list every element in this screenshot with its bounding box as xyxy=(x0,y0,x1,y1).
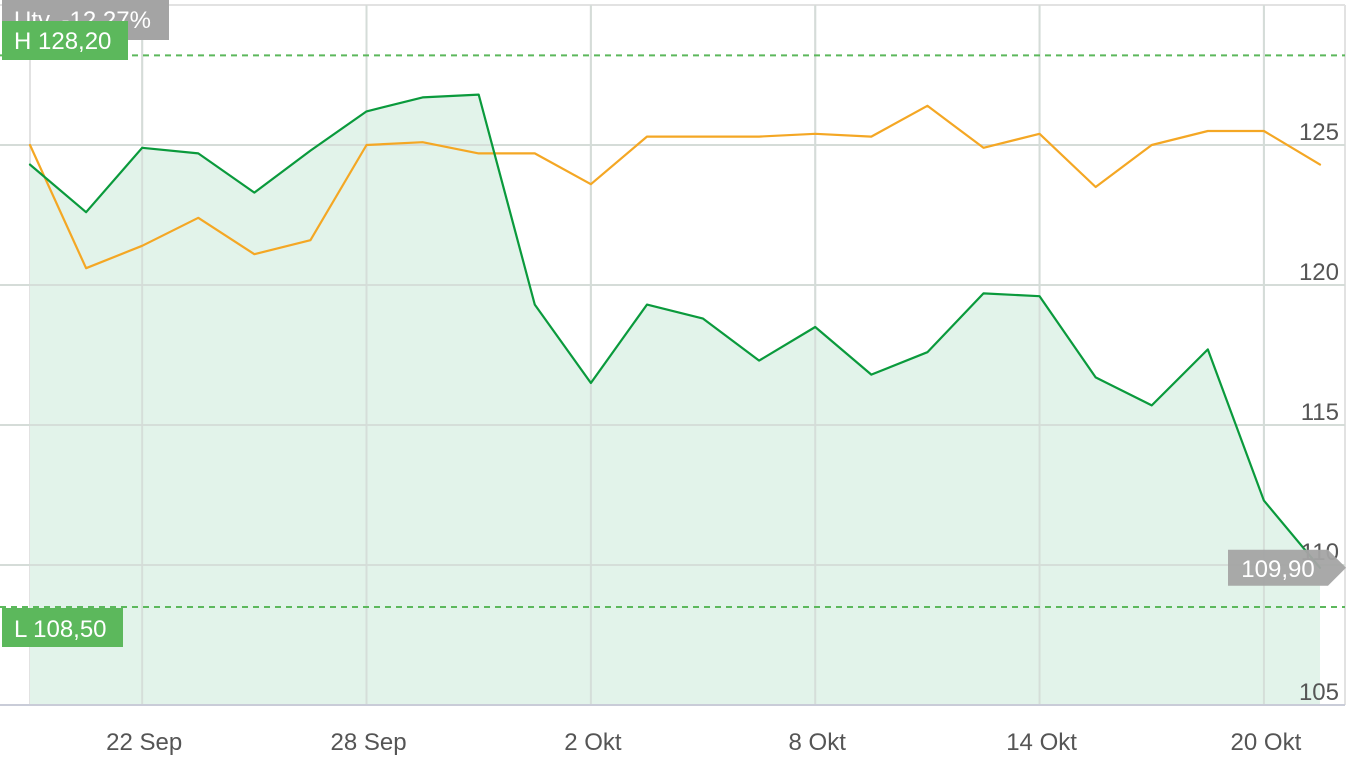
x-tick-label: 2 Okt xyxy=(564,729,622,756)
low-badge xyxy=(2,608,123,647)
last-value-label: 109,90 xyxy=(1241,556,1314,583)
high-badge xyxy=(2,21,128,60)
y-tick-label: 105 xyxy=(1299,679,1339,706)
price-area-fill xyxy=(30,94,1320,706)
series-line-benchmark xyxy=(28,104,1322,270)
y-tick-label: 120 xyxy=(1299,259,1339,286)
x-tick-label: 28 Sep xyxy=(330,729,406,756)
x-tick-label: 20 Okt xyxy=(1231,729,1302,756)
high-badge-label: H 128,20 xyxy=(14,28,111,55)
y-tick-label: 125 xyxy=(1299,119,1339,146)
low-badge-label: L 108,50 xyxy=(14,616,107,643)
series-line-price xyxy=(28,93,1322,569)
x-tick-label: 22 Sep xyxy=(106,729,182,756)
x-tick-label: 8 Okt xyxy=(789,729,847,756)
x-tick-label: 14 Okt xyxy=(1006,729,1077,756)
last-value-badge xyxy=(1228,549,1346,586)
y-tick-label: 115 xyxy=(1301,399,1339,426)
